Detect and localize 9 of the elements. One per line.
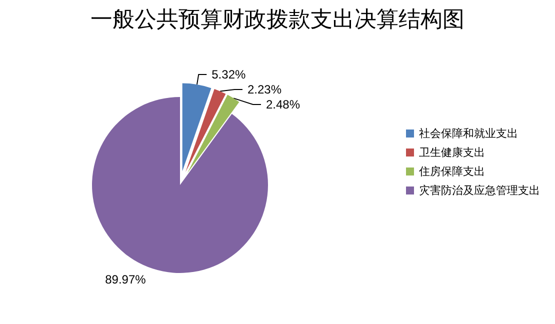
- legend-label: 社会保障和就业支出: [419, 127, 518, 140]
- legend-label: 卫生健康支出: [419, 146, 485, 159]
- data-label: 2.23%: [247, 82, 282, 96]
- chart-title: 一般公共预算财政拨款支出决算结构图: [90, 8, 464, 32]
- legend-label: 住房保障支出: [419, 165, 485, 178]
- data-label: 89.97%: [105, 272, 146, 287]
- legend-label: 灾害防治及应急管理支出: [419, 184, 540, 197]
- data-label: 2.48%: [266, 97, 300, 112]
- data-label: 5.32%: [212, 68, 246, 82]
